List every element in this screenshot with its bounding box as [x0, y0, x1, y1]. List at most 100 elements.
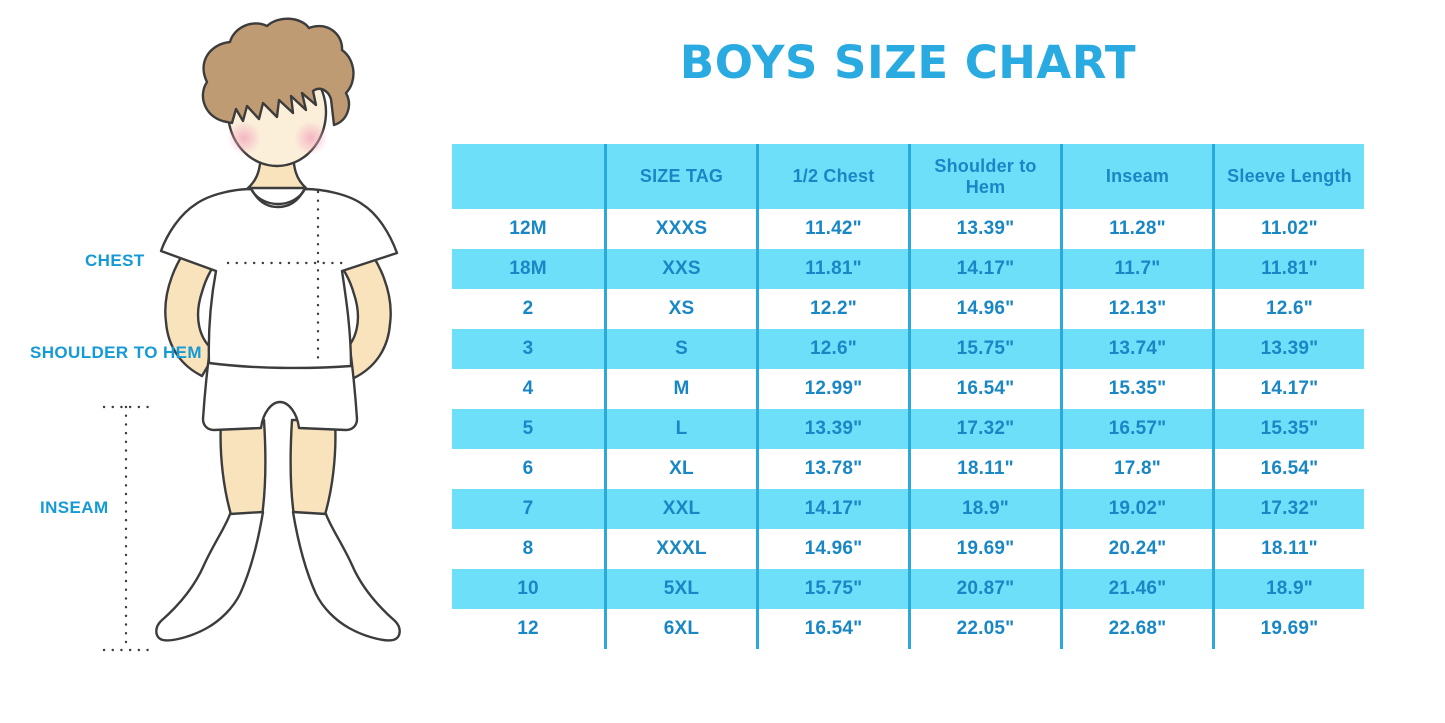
table-cell: 5	[522, 418, 534, 439]
table-cell: M	[604, 369, 756, 409]
table-cell: 5XL	[604, 569, 756, 609]
table-row: 3 S 12.6" 15.75" 13.74" 13.39"	[452, 329, 1364, 369]
table-cell: 4	[522, 378, 534, 399]
table-cell: 18M	[509, 258, 547, 279]
table-cell: 22.68"	[1060, 609, 1212, 649]
table-cell: 11.81"	[1212, 249, 1364, 289]
table-cell: 13.78"	[756, 449, 908, 489]
table-cell: 12.13"	[1060, 289, 1212, 329]
table-cell: 15.35"	[1060, 369, 1212, 409]
table-cell: 20.24"	[1060, 529, 1212, 569]
table-cell: L	[604, 409, 756, 449]
boy-illustration	[102, 17, 401, 652]
shoulder-to-hem-label: SHOULDER TO HEM	[30, 343, 202, 362]
table-cell: 6XL	[604, 609, 756, 649]
table-cell: 17.8"	[1060, 449, 1212, 489]
table-cell: 18.9"	[908, 489, 1060, 529]
table-row: 8 XXXL 14.96" 19.69" 20.24" 18.11"	[452, 529, 1364, 569]
table-cell: 19.02"	[1060, 489, 1212, 529]
table-row: 5 L 13.39" 17.32" 16.57" 15.35"	[452, 409, 1364, 449]
table-cell: 8	[522, 538, 534, 559]
table-row: 7 XXL 14.17" 18.9" 19.02" 17.32"	[452, 489, 1364, 529]
table-cell: XXXS	[604, 209, 756, 249]
table-cell: 11.42"	[756, 209, 908, 249]
table-cell: 15.75"	[756, 569, 908, 609]
table-cell: 20.87"	[908, 569, 1060, 609]
table-cell: 18.11"	[1212, 529, 1364, 569]
header-cell: Sleeve Length	[1212, 144, 1364, 209]
table-cell: 11.81"	[756, 249, 908, 289]
table-cell: 14.17"	[1212, 369, 1364, 409]
table-cell: 14.17"	[908, 249, 1060, 289]
right-cheek	[294, 121, 328, 155]
table-cell: 13.39"	[908, 209, 1060, 249]
table-cell: 19.69"	[908, 529, 1060, 569]
hair	[201, 17, 355, 127]
table-cell: 6	[522, 458, 534, 479]
table-cell: 15.75"	[908, 329, 1060, 369]
left-cheek	[227, 121, 261, 155]
table-cell: 12	[517, 618, 539, 639]
header-cell: Inseam	[1060, 144, 1212, 209]
collar-line	[250, 189, 306, 209]
table-cell: 12.2"	[756, 289, 908, 329]
table-cell: 16.54"	[756, 609, 908, 649]
table-cell: XXS	[604, 249, 756, 289]
table-cell: 12.6"	[756, 329, 908, 369]
table-cell: 11.28"	[1060, 209, 1212, 249]
table-cell: 16.57"	[1060, 409, 1212, 449]
table-cell: 12M	[509, 218, 547, 239]
table-row: 6 XL 13.78" 18.11" 17.8" 16.54"	[452, 449, 1364, 489]
left-leg	[219, 418, 267, 520]
chest-label: CHEST	[85, 251, 145, 270]
table-cell: 17.32"	[1212, 489, 1364, 529]
table-cell: 14.17"	[756, 489, 908, 529]
table-cell: 17.32"	[908, 409, 1060, 449]
table-cell: 16.54"	[908, 369, 1060, 409]
inseam-label: INSEAM	[40, 498, 109, 517]
table-cell: 13.39"	[1212, 329, 1364, 369]
shorts	[201, 354, 359, 432]
table-cell: 16.54"	[1212, 449, 1364, 489]
table-cell: 3	[522, 338, 534, 359]
table-row: 2 XS 12.2" 14.96" 12.13" 12.6"	[452, 289, 1364, 329]
page-title: BOYS SIZE CHART	[679, 36, 1137, 89]
table-row: 12 6XL 16.54" 22.05" 22.68" 19.69"	[452, 609, 1364, 649]
table-cell: 12.6"	[1212, 289, 1364, 329]
right-leg	[289, 418, 337, 520]
table-cell: 15.35"	[1212, 409, 1364, 449]
header-cell: SIZE TAG	[604, 144, 756, 209]
table-cell: 21.46"	[1060, 569, 1212, 609]
table-cell: 11.7"	[1060, 249, 1212, 289]
table-row: 4 M 12.99" 16.54" 15.35" 14.17"	[452, 369, 1364, 409]
table-cell: XS	[604, 289, 756, 329]
left-arm	[164, 236, 224, 378]
table-cell: 7	[522, 498, 534, 519]
table-cell: 13.74"	[1060, 329, 1212, 369]
table-cell: 2	[522, 298, 534, 319]
table-cell: 13.39"	[756, 409, 908, 449]
table-cell: 14.96"	[908, 289, 1060, 329]
header-cell: 1/2 Chest	[756, 144, 908, 209]
table-cell: 19.69"	[1212, 609, 1364, 649]
table-cell: 12.99"	[756, 369, 908, 409]
left-sock	[155, 510, 265, 642]
size-chart-table: SIZE TAG 1/2 Chest Shoulder to Hem Inseam Sl…	[452, 144, 1364, 649]
table-cell: 11.02"	[1212, 209, 1364, 249]
table-cell: XXL	[604, 489, 756, 529]
table-row: 10 5XL 15.75" 20.87" 21.46" 18.9"	[452, 569, 1364, 609]
table-cell: 14.96"	[756, 529, 908, 569]
table-cell: 22.05"	[908, 609, 1060, 649]
right-sock	[291, 510, 401, 642]
table-row: 18M XXS 11.81" 14.17" 11.7" 11.81"	[452, 249, 1364, 289]
table-cell: 18.9"	[1212, 569, 1364, 609]
table-cell: S	[604, 329, 756, 369]
table-cell: 10	[517, 578, 539, 599]
header-cell	[452, 144, 604, 209]
table-cell: XL	[604, 449, 756, 489]
table-cell: XXXL	[604, 529, 756, 569]
table-row: 12M XXXS 11.42" 13.39" 11.28" 11.02"	[452, 209, 1364, 249]
header-cell: Shoulder to Hem	[908, 144, 1060, 209]
table-header-row: SIZE TAG 1/2 Chest Shoulder to Hem Inseam Sl…	[452, 144, 1364, 209]
